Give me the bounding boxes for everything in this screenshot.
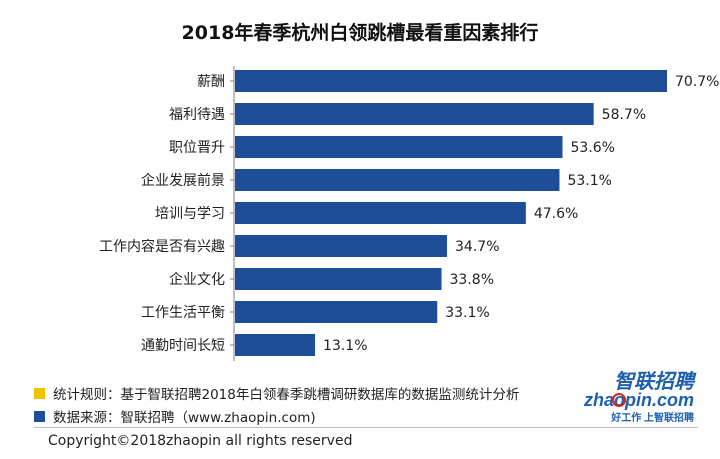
blue-square-icon xyxy=(34,410,45,422)
data-label: 70.7% xyxy=(675,74,719,90)
logo-domain: zhaopin.com xyxy=(583,390,694,410)
category-label: 培训与学习 xyxy=(155,206,225,222)
logo-mark-icon xyxy=(612,393,626,407)
bar xyxy=(235,334,316,356)
category-label: 企业发展前景 xyxy=(141,172,225,189)
footnote-source-text: 数据来源：智联招聘（www.zhaopin.com) xyxy=(53,410,316,426)
category-label: 薪酬 xyxy=(197,74,225,90)
data-label: 53.6% xyxy=(571,140,615,156)
bar xyxy=(235,235,448,257)
bar xyxy=(235,301,438,323)
category-label: 通勤时间长短 xyxy=(141,338,225,354)
data-label: 33.8% xyxy=(450,272,494,288)
data-label: 53.1% xyxy=(567,173,611,189)
footnote-rule-text: 统计规则：基于智联招聘2018年白领春季跳槽调研数据库的数据监测统计分析 xyxy=(53,387,520,403)
bar xyxy=(235,70,667,92)
category-label: 企业文化 xyxy=(169,271,225,288)
bar xyxy=(235,136,563,158)
data-label: 47.6% xyxy=(534,206,578,222)
data-label: 58.7% xyxy=(602,107,646,123)
footnote-source: 数据来源：智联招聘（www.zhaopin.com) xyxy=(34,406,316,426)
chart-title: 2018年春季杭州白领跳槽最看重因素排行 xyxy=(181,22,539,44)
category-label: 职位晋升 xyxy=(169,140,225,156)
footnote-rule: 统计规则：基于智联招聘2018年白领春季跳槽调研数据库的数据监测统计分析 xyxy=(34,383,519,403)
bar xyxy=(235,103,594,125)
data-label: 34.7% xyxy=(455,239,499,255)
category-label: 工作生活平衡 xyxy=(141,305,225,321)
footer-divider xyxy=(34,427,698,428)
yellow-square-icon xyxy=(34,387,45,399)
category-label: 福利待遇 xyxy=(169,107,225,123)
logo-name: 智联招聘 xyxy=(614,370,697,393)
data-label: 13.1% xyxy=(323,338,367,354)
zhaopin-logo: 智联招聘 zhaopin.com 好工作 上智联招聘 xyxy=(583,370,697,424)
copyright: Copyright©2018zhaopin all rights reserve… xyxy=(48,433,353,449)
bar xyxy=(235,169,560,191)
bar xyxy=(235,268,442,290)
data-label: 33.1% xyxy=(445,305,489,321)
category-label: 工作内容是否有兴趣 xyxy=(99,238,225,255)
bar xyxy=(235,202,526,224)
logo-slogan: 好工作 上智联招聘 xyxy=(610,411,694,424)
